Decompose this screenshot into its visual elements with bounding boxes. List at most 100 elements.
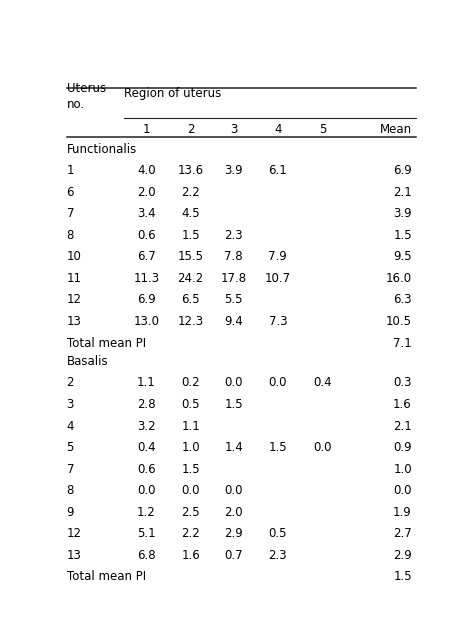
Text: 8: 8 [66,229,74,242]
Text: 1.5: 1.5 [181,463,200,476]
Text: 0.5: 0.5 [269,527,287,540]
Text: 7.8: 7.8 [224,250,243,264]
Text: 5.5: 5.5 [225,294,243,306]
Text: 3.9: 3.9 [224,164,243,177]
Text: 2: 2 [187,123,194,136]
Text: 7.1: 7.1 [393,337,412,350]
Text: 0.0: 0.0 [225,376,243,389]
Text: 12: 12 [66,527,82,540]
Text: Region of uterus: Region of uterus [124,87,221,100]
Text: 1: 1 [66,164,74,177]
Text: 3.4: 3.4 [137,208,156,220]
Text: 12.3: 12.3 [178,315,204,328]
Text: 2.3: 2.3 [224,229,243,242]
Text: 3.9: 3.9 [393,208,412,220]
Text: 0.0: 0.0 [314,441,332,454]
Text: 3: 3 [66,398,74,411]
Text: 1.5: 1.5 [181,229,200,242]
Text: 10: 10 [66,250,82,264]
Text: 1.5: 1.5 [393,571,412,584]
Text: 11.3: 11.3 [134,272,160,285]
Text: 1.0: 1.0 [393,463,412,476]
Text: 0.5: 0.5 [182,398,200,411]
Text: 6.9: 6.9 [393,164,412,177]
Text: 1.6: 1.6 [181,549,200,562]
Text: 0.0: 0.0 [269,376,287,389]
Text: 2.0: 2.0 [137,186,156,199]
Text: 2.7: 2.7 [393,527,412,540]
Text: 2.1: 2.1 [393,420,412,433]
Text: 8: 8 [66,484,74,497]
Text: 4: 4 [274,123,282,136]
Text: 6.8: 6.8 [137,549,156,562]
Text: 7: 7 [66,463,74,476]
Text: 4.5: 4.5 [181,208,200,220]
Text: 4.0: 4.0 [137,164,156,177]
Text: 2.8: 2.8 [137,398,156,411]
Text: 1.1: 1.1 [181,420,200,433]
Text: 2: 2 [66,376,74,389]
Text: 24.2: 24.2 [177,272,204,285]
Text: 1: 1 [143,123,150,136]
Text: 2.1: 2.1 [393,186,412,199]
Text: 2.9: 2.9 [393,549,412,562]
Text: 2.2: 2.2 [181,527,200,540]
Text: 0.4: 0.4 [313,376,332,389]
Text: 1.5: 1.5 [224,398,243,411]
Text: 17.8: 17.8 [221,272,247,285]
Text: 9.5: 9.5 [393,250,412,264]
Text: 10.5: 10.5 [386,315,412,328]
Text: 1.6: 1.6 [393,398,412,411]
Text: 1.4: 1.4 [224,441,243,454]
Text: 3.2: 3.2 [137,420,156,433]
Text: Uterus
no.: Uterus no. [66,82,106,111]
Text: 2.9: 2.9 [224,527,243,540]
Text: 7.3: 7.3 [268,315,287,328]
Text: Total mean PI: Total mean PI [66,337,146,350]
Text: 0.6: 0.6 [137,229,156,242]
Text: 2.0: 2.0 [224,506,243,519]
Text: 1.5: 1.5 [268,441,287,454]
Text: 0.3: 0.3 [393,376,412,389]
Text: 1.2: 1.2 [137,506,156,519]
Text: 6.3: 6.3 [393,294,412,306]
Text: 13.0: 13.0 [134,315,159,328]
Text: 6: 6 [66,186,74,199]
Text: 5: 5 [319,123,327,136]
Text: 1.9: 1.9 [393,506,412,519]
Text: 7: 7 [66,208,74,220]
Text: 6.1: 6.1 [268,164,287,177]
Text: 10.7: 10.7 [265,272,291,285]
Text: 13.6: 13.6 [178,164,204,177]
Text: 2.2: 2.2 [181,186,200,199]
Text: 13: 13 [66,315,82,328]
Text: Mean: Mean [380,123,412,136]
Text: 1.0: 1.0 [181,441,200,454]
Text: 1.5: 1.5 [393,229,412,242]
Text: 4: 4 [66,420,74,433]
Text: 15.5: 15.5 [178,250,203,264]
Text: Total mean PI: Total mean PI [66,571,146,584]
Text: 9.4: 9.4 [224,315,243,328]
Text: 9: 9 [66,506,74,519]
Text: 0.0: 0.0 [225,484,243,497]
Text: 11: 11 [66,272,82,285]
Text: 6.5: 6.5 [181,294,200,306]
Text: 6.7: 6.7 [137,250,156,264]
Text: 0.2: 0.2 [181,376,200,389]
Text: 0.0: 0.0 [137,484,156,497]
Text: 0.0: 0.0 [182,484,200,497]
Text: 7.9: 7.9 [268,250,287,264]
Text: 5.1: 5.1 [137,527,156,540]
Text: 2.5: 2.5 [181,506,200,519]
Text: Basalis: Basalis [66,355,108,368]
Text: 0.4: 0.4 [137,441,156,454]
Text: Functionalis: Functionalis [66,143,137,155]
Text: 1.1: 1.1 [137,376,156,389]
Text: 13: 13 [66,549,82,562]
Text: 3: 3 [230,123,237,136]
Text: 0.9: 0.9 [393,441,412,454]
Text: 5: 5 [66,441,74,454]
Text: 6.9: 6.9 [137,294,156,306]
Text: 0.6: 0.6 [137,463,156,476]
